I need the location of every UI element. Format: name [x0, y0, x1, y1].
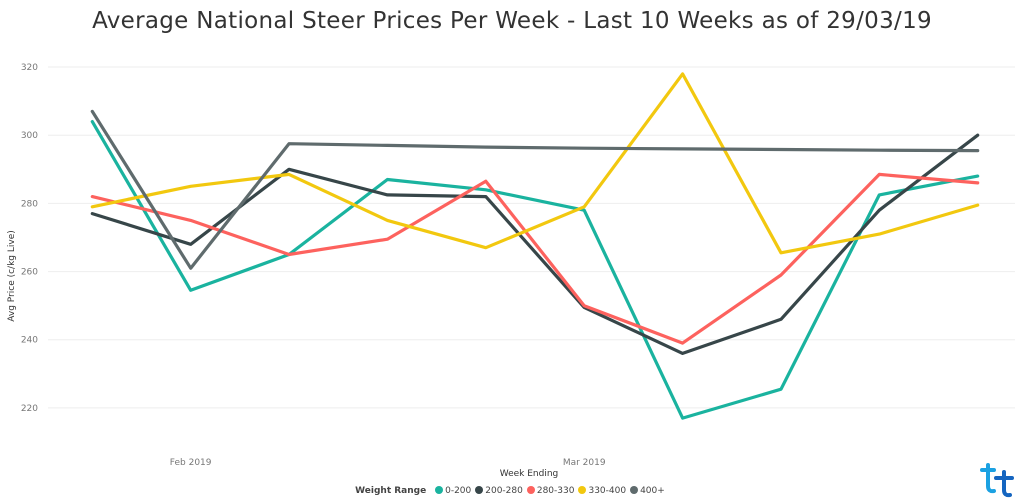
y-tick-label: 220 [21, 404, 38, 414]
y-tick-label: 300 [21, 131, 38, 141]
legend-item[interactable]: 400+ [630, 486, 665, 496]
legend-label: 0-200 [445, 486, 472, 496]
y-tick-label: 240 [21, 336, 38, 346]
y-tick-label: 260 [21, 268, 38, 278]
x-tick-label: Mar 2019 [563, 458, 606, 468]
legend-swatch-icon [526, 486, 535, 494]
legend-item[interactable]: 200-280 [475, 486, 523, 496]
legend-swatch-icon [435, 486, 444, 494]
y-tick-label: 320 [21, 63, 38, 73]
series-lines [90, 72, 980, 420]
x-axis-title: Week Ending [500, 469, 559, 479]
legend-label: 280-330 [536, 486, 575, 496]
axes: 220 240 260 280 300 320 Feb 2019 Mar 2019 [21, 63, 606, 468]
legend-swatch-icon [578, 486, 587, 494]
series-line-280-330 [90, 172, 980, 345]
legend-item[interactable]: 330-400 [578, 486, 626, 496]
series-line-400- [90, 109, 980, 270]
y-axis-title: Avg Price (c/kg Live) [7, 230, 17, 322]
gridlines [48, 66, 1015, 409]
legend-title: Weight Range [355, 486, 427, 496]
legend-label: 330-400 [588, 486, 627, 496]
chart-title: Average National Steer Prices Per Week -… [92, 8, 932, 34]
legend-swatch-icon [475, 486, 484, 494]
legend-label: 400+ [640, 486, 665, 496]
legend-label: 200-280 [485, 486, 523, 496]
legend: Weight Range 0-200 200-280 280-330 330-400 4… [0, 486, 1024, 496]
legend-item[interactable]: 0-200 [435, 486, 471, 496]
brand-logo-icon [980, 463, 1014, 498]
y-tick-label: 280 [21, 199, 38, 209]
legend-item[interactable]: 280-330 [526, 486, 575, 496]
x-tick-label: Feb 2019 [170, 458, 212, 468]
legend-swatch-icon [630, 486, 639, 494]
series-line-0-200 [90, 119, 980, 420]
series-line-330-400 [90, 72, 980, 255]
